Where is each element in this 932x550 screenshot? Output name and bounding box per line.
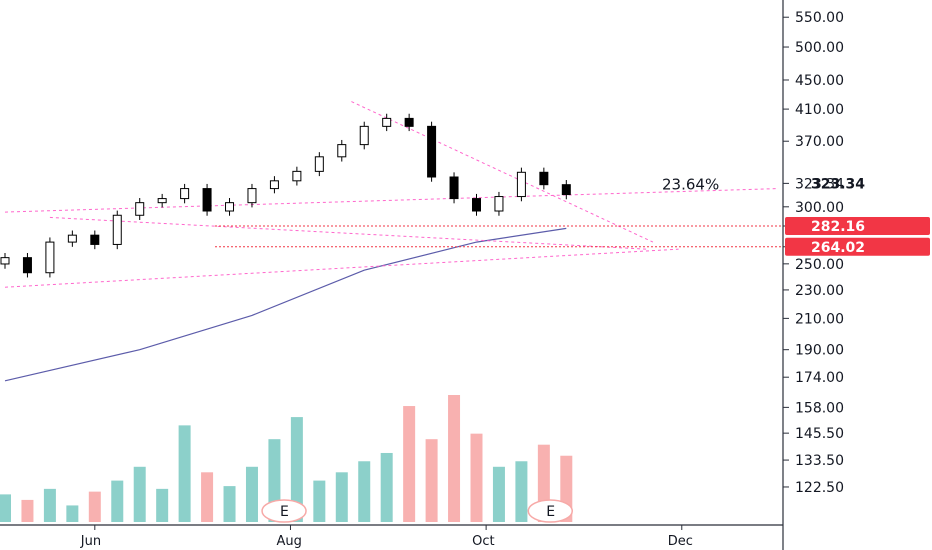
trendline [351, 101, 654, 243]
volume-bar [425, 439, 438, 522]
candle-body [539, 171, 549, 186]
candle-body [561, 184, 571, 196]
earnings-marker-label: E [546, 504, 555, 520]
level-tag-label: 264.02 [811, 240, 865, 256]
volume-bar [492, 466, 505, 522]
candle-body [0, 257, 10, 265]
candle-body [90, 234, 100, 245]
candle-body [269, 180, 279, 190]
candle-body [45, 241, 55, 274]
candle-body [382, 117, 392, 127]
y-tick-label: 190.00 [795, 343, 844, 359]
candle-body [292, 170, 302, 182]
volume-bar [156, 488, 169, 522]
y-tick-label: 300.00 [795, 200, 844, 216]
volume-bar [133, 466, 146, 522]
earnings-marker [527, 499, 574, 523]
y-tick-label: 158.00 [795, 400, 844, 416]
candle-body [202, 188, 212, 212]
volume-bar [0, 494, 11, 522]
y-tick-label: 122.50 [795, 480, 844, 496]
trendline [4, 248, 679, 288]
candle-body [180, 188, 190, 200]
candle-body [135, 202, 145, 216]
percent-annotation: 23.64% [662, 175, 719, 193]
ma-200-line [4, 227, 567, 382]
candle-body [471, 198, 481, 212]
volume-bar [223, 486, 236, 522]
volume-bar [201, 472, 214, 522]
candle-body [314, 156, 324, 172]
y-tick-label: 410.00 [795, 102, 844, 118]
volume-bar [88, 491, 101, 522]
y-tick-label: 370.00 [795, 134, 844, 150]
volume-bar [111, 480, 124, 522]
current-price-label: 323.34 [811, 176, 865, 192]
y-tick-label: 250.00 [795, 257, 844, 273]
candle-body [427, 125, 437, 178]
trendline [49, 216, 647, 250]
y-tick-label: 500.00 [795, 40, 844, 56]
level-tag [785, 237, 930, 256]
x-tick-label: Jun [80, 534, 101, 549]
y-tick-label: 323.34 [795, 176, 844, 192]
candle-body [22, 257, 32, 274]
candle-body [516, 171, 526, 198]
y-tick-label: 145.50 [795, 426, 844, 442]
candle-body [67, 234, 77, 243]
volume-bar [178, 425, 191, 522]
volume-bar [335, 472, 348, 522]
y-tick-label: 133.50 [795, 453, 844, 469]
earnings-marker [261, 499, 307, 523]
candle-body [247, 188, 257, 204]
candle-body [359, 125, 369, 146]
volume-bar [21, 499, 34, 522]
volume-bar [380, 452, 393, 522]
x-tick-label: Aug [276, 534, 301, 549]
volume-bar [43, 488, 56, 522]
y-tick-label: 210.00 [795, 311, 844, 327]
candle-body [449, 176, 459, 200]
x-tick-label: Dec [668, 534, 693, 549]
volume-bar [66, 505, 79, 522]
candle-body [494, 196, 504, 212]
volume-bar [358, 461, 371, 522]
candle-body [337, 144, 347, 158]
volume-bar [470, 433, 483, 522]
y-tick-label: 230.00 [795, 283, 844, 299]
candle-body [225, 202, 235, 212]
x-tick-label: Oct [472, 534, 494, 549]
volume-bar [313, 480, 326, 522]
candle-body [404, 117, 414, 127]
volume-bar [290, 417, 303, 522]
candle-body [112, 214, 122, 245]
volume-bar [403, 406, 416, 522]
y-tick-label: 174.00 [795, 370, 844, 386]
volume-bar [515, 461, 528, 522]
y-tick-label: 450.00 [795, 73, 844, 89]
volume-bar [448, 395, 461, 522]
level-tag [785, 216, 930, 235]
earnings-marker-label: E [280, 504, 289, 520]
trendline [4, 188, 779, 213]
volume-bar [245, 466, 258, 522]
level-tag-label: 282.16 [811, 219, 865, 235]
y-tick-label: 550.00 [795, 10, 844, 26]
candle-body [157, 198, 167, 204]
